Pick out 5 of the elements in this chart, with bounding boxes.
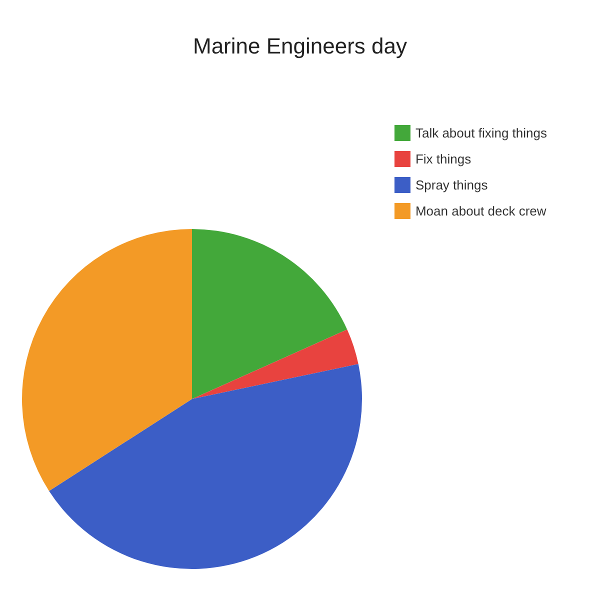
legend-label: Moan about deck crew bbox=[415, 204, 547, 218]
legend-label: Fix things bbox=[415, 152, 472, 166]
legend-label: Talk about fixing things bbox=[415, 126, 548, 140]
legend-label: Spray things bbox=[415, 178, 488, 192]
chart-title: Marine Engineers day bbox=[192, 34, 408, 58]
